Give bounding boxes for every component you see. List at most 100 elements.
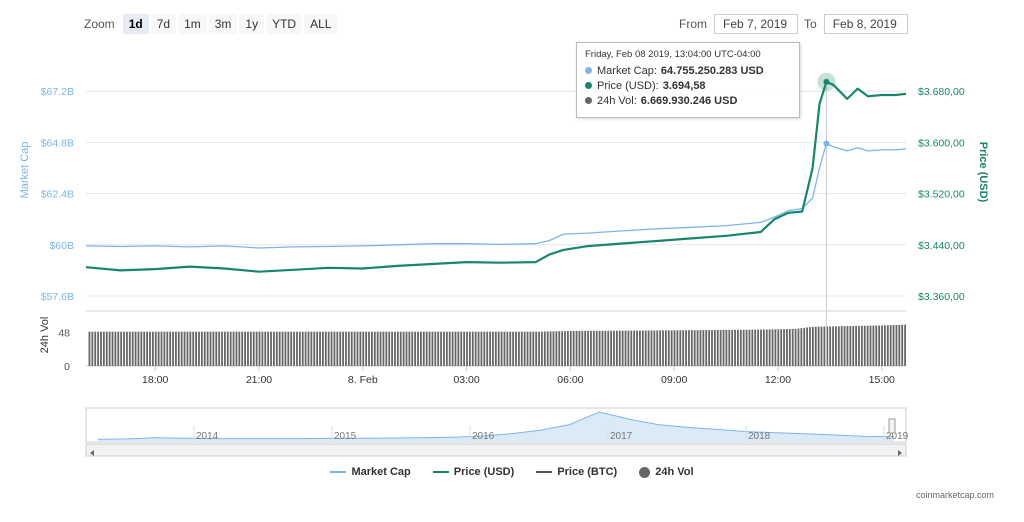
volume-bar [832,326,834,366]
tooltip-price-value: 3.694,58 [662,79,706,92]
market-cap-line-icon [330,471,347,473]
volume-bar [290,331,293,366]
volume-bar [324,331,327,366]
volume-bar [425,331,428,366]
legend-item-24h-vol[interactable]: 24h Vol [639,466,694,478]
from-date-input[interactable]: Feb 7, 2019 [714,14,798,34]
volume-bar [558,331,561,366]
to-date-input[interactable]: Feb 8, 2019 [823,14,908,34]
volume-bar [512,331,515,366]
volume-bar [466,331,468,366]
volume-bar [889,325,892,366]
volume-bar [598,330,601,366]
volume-bar [443,331,445,366]
volume-bar [840,326,843,366]
volume-bar [298,331,301,366]
volume-bar [235,331,238,366]
volume-bar [739,329,742,366]
volume-bar [814,326,817,366]
volume-bar [126,331,128,366]
volume-bar [198,331,200,366]
volume-bar [679,330,682,366]
volume-bar [670,330,673,366]
volume-bar [166,331,169,366]
right-tick-label-3-360-00: $3.360,00 [918,291,965,303]
volume-bar [264,331,267,366]
zoom-ytd-button[interactable]: YTD [266,14,303,34]
volume-bar [884,325,886,366]
volume-bar [261,331,264,366]
volume-bar [515,331,517,366]
market-cap-hover-marker [823,140,830,147]
volume-bar [342,331,344,366]
volume-bar [489,331,491,366]
volume-bar [221,331,223,366]
volume-tick-label-0: 0 [64,361,70,373]
volume-bar [549,331,552,366]
legend-item-price-btc[interactable]: Price (BTC) [536,466,617,478]
navigator-handle [888,418,896,434]
zoom-1d-button[interactable]: 1d [122,14,149,34]
volume-bar [777,329,780,366]
volume-bar [780,329,783,366]
volume-bar [232,331,235,366]
volume-bar [411,331,414,366]
volume-bar [532,331,535,366]
volume-bar [708,330,711,366]
zoom-1m-button[interactable]: 1m [178,14,207,34]
volume-bar [270,331,272,366]
volume-bar [163,331,166,366]
date-range-to: To Feb 8, 2019 [804,14,908,34]
volume-bar [134,331,137,366]
volume-bar [852,325,855,366]
volume-bar [529,331,532,366]
zoom-1y-button[interactable]: 1y [239,14,265,34]
volume-bar [630,330,633,366]
volume-bar [872,325,875,366]
volume-bar [768,329,771,366]
zoom-7d-button[interactable]: 7d [150,14,177,34]
volume-bar [581,330,584,366]
volume-bar [445,331,448,366]
volume-bar [345,331,347,366]
legend-item-price-usd[interactable]: Price (USD) [432,466,514,478]
zoom-3m-button[interactable]: 3m [208,14,238,34]
volume-bar [762,329,765,366]
volume-bar [175,331,177,366]
volume-bar [771,329,774,366]
volume-bar [500,331,503,366]
volume-bar [595,330,598,366]
scroll-left-arrow-icon [90,450,94,456]
volume-bar [229,331,232,366]
volume-bar [244,331,246,366]
volume-bar [440,331,442,366]
volume-bar [584,330,587,366]
volume-bar [561,331,564,366]
volume-bar [901,324,904,366]
volume-bar [644,330,647,366]
navigator-area [98,412,894,442]
navigator-year-label-2017: 2017 [610,431,633,442]
volume-bar [391,331,393,366]
volume-bar [803,327,806,366]
right-tick-label-3-680-00: $3.680,00 [918,86,965,98]
volume-bar [728,329,731,366]
volume-bar [662,330,664,366]
volume-bar [209,331,212,366]
volume-bar [474,331,477,366]
volume-bar [846,326,849,366]
volume-bar [497,331,500,366]
volume-bar [538,331,540,366]
volume-bar [886,325,889,366]
zoom-all-button[interactable]: ALL [304,14,338,34]
volume-tick-label-48: 48 [58,327,70,339]
volume-bar [353,331,356,366]
legend-item-market-cap[interactable]: Market Cap [330,466,411,478]
volume-bar [541,331,543,366]
volume-bar [875,325,878,366]
volume-bar [863,325,866,366]
navigator-year-label-2019: 2019 [886,431,909,442]
volume-bar [587,330,589,366]
volume-bar [592,330,595,366]
volume-bar [336,331,339,366]
